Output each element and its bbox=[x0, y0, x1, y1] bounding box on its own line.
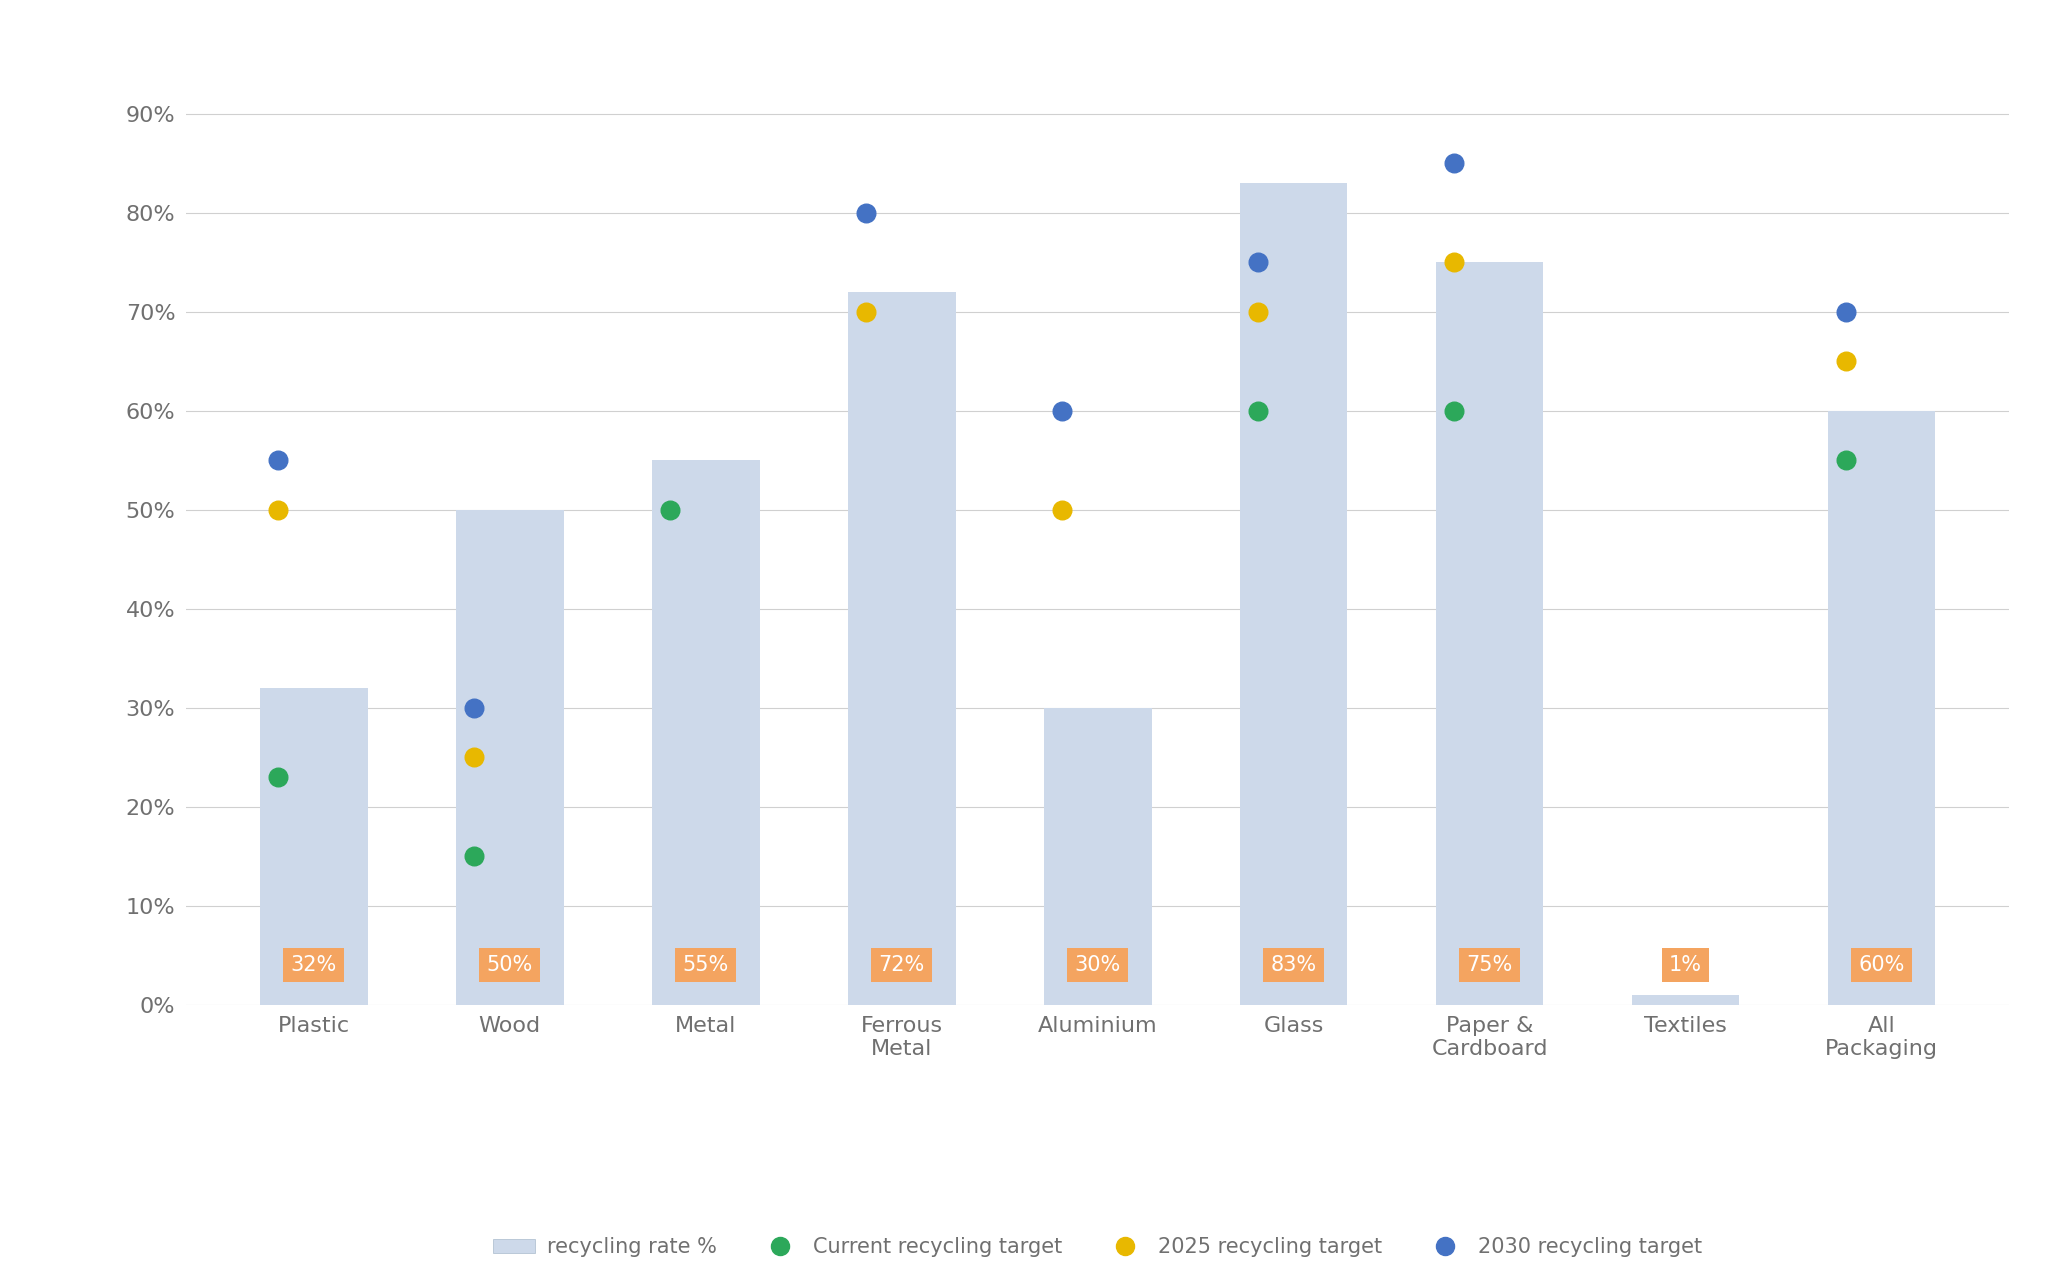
Point bbox=[849, 202, 882, 223]
Text: 60%: 60% bbox=[1858, 954, 1905, 975]
Bar bbox=[1632, 994, 1740, 1005]
Point bbox=[1046, 401, 1079, 421]
Point bbox=[1437, 153, 1470, 174]
Legend: recycling rate %, Current recycling target, 2025 recycling target, 2030 recyclin: recycling rate %, Current recycling targ… bbox=[493, 1238, 1702, 1257]
Text: 83%: 83% bbox=[1270, 954, 1317, 975]
Point bbox=[261, 450, 294, 470]
Point bbox=[458, 846, 491, 867]
Point bbox=[654, 500, 688, 520]
Text: 1%: 1% bbox=[1669, 954, 1702, 975]
Point bbox=[849, 301, 882, 322]
Point bbox=[261, 766, 294, 787]
Bar bbox=[652, 460, 760, 1005]
Point bbox=[1046, 500, 1079, 520]
Point bbox=[1437, 401, 1470, 421]
Bar bbox=[456, 510, 563, 1005]
Text: 72%: 72% bbox=[878, 954, 926, 975]
Text: 50%: 50% bbox=[487, 954, 532, 975]
Bar bbox=[847, 292, 955, 1005]
Point bbox=[1829, 301, 1862, 322]
Point bbox=[1243, 301, 1276, 322]
Point bbox=[1243, 401, 1276, 421]
Point bbox=[1829, 450, 1862, 470]
Text: 55%: 55% bbox=[683, 954, 729, 975]
Bar bbox=[1241, 183, 1348, 1005]
Point bbox=[261, 500, 294, 520]
Bar bbox=[1435, 263, 1543, 1005]
Point bbox=[458, 747, 491, 768]
Bar bbox=[1827, 411, 1936, 1005]
Bar bbox=[259, 688, 369, 1005]
Point bbox=[1243, 252, 1276, 273]
Point bbox=[458, 697, 491, 717]
Text: 30%: 30% bbox=[1075, 954, 1120, 975]
Bar bbox=[1044, 707, 1151, 1005]
Text: 32%: 32% bbox=[290, 954, 338, 975]
Point bbox=[1437, 252, 1470, 273]
Text: 75%: 75% bbox=[1466, 954, 1512, 975]
Point bbox=[1829, 352, 1862, 372]
